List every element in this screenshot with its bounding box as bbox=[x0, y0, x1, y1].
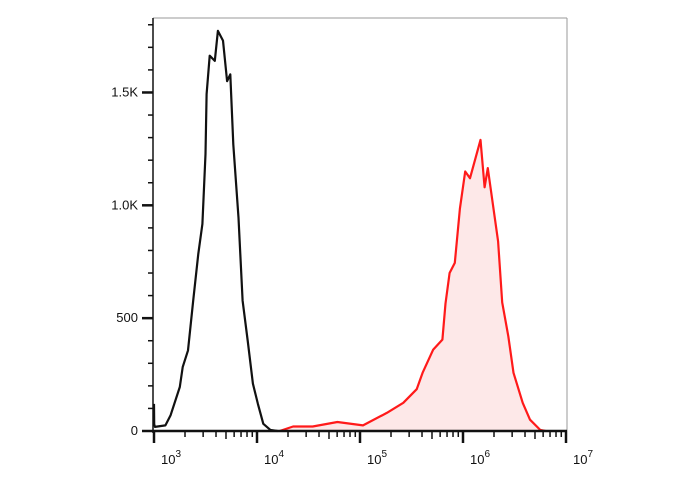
x-tick-exponent: 5 bbox=[381, 449, 387, 460]
x-tick-base: 10 bbox=[264, 452, 278, 467]
x-tick-base: 10 bbox=[367, 452, 381, 467]
x-tick-base: 10 bbox=[470, 452, 484, 467]
x-tick-exponent: 3 bbox=[175, 449, 181, 460]
y-tick-label: 1.5K bbox=[111, 84, 138, 99]
x-tick-label: 106 bbox=[470, 449, 490, 467]
x-tick-base: 10 bbox=[161, 452, 175, 467]
x-tick-label: 103 bbox=[161, 449, 181, 467]
x-tick-exponent: 7 bbox=[587, 449, 593, 460]
x-tick-base: 10 bbox=[573, 452, 587, 467]
series-1-fill bbox=[279, 139, 546, 431]
x-tick-exponent: 6 bbox=[484, 449, 490, 460]
y-tick-label: 0 bbox=[131, 423, 138, 438]
series-0-line bbox=[152, 29, 278, 433]
series-1-line bbox=[279, 138, 546, 433]
y-tick-label: 500 bbox=[116, 310, 138, 325]
y-tick-label: 1.0K bbox=[111, 197, 138, 212]
x-tick-label: 105 bbox=[367, 449, 387, 467]
x-tick-exponent: 4 bbox=[278, 449, 284, 460]
x-tick-label: 107 bbox=[573, 449, 593, 467]
x-tick-label: 104 bbox=[264, 449, 284, 467]
